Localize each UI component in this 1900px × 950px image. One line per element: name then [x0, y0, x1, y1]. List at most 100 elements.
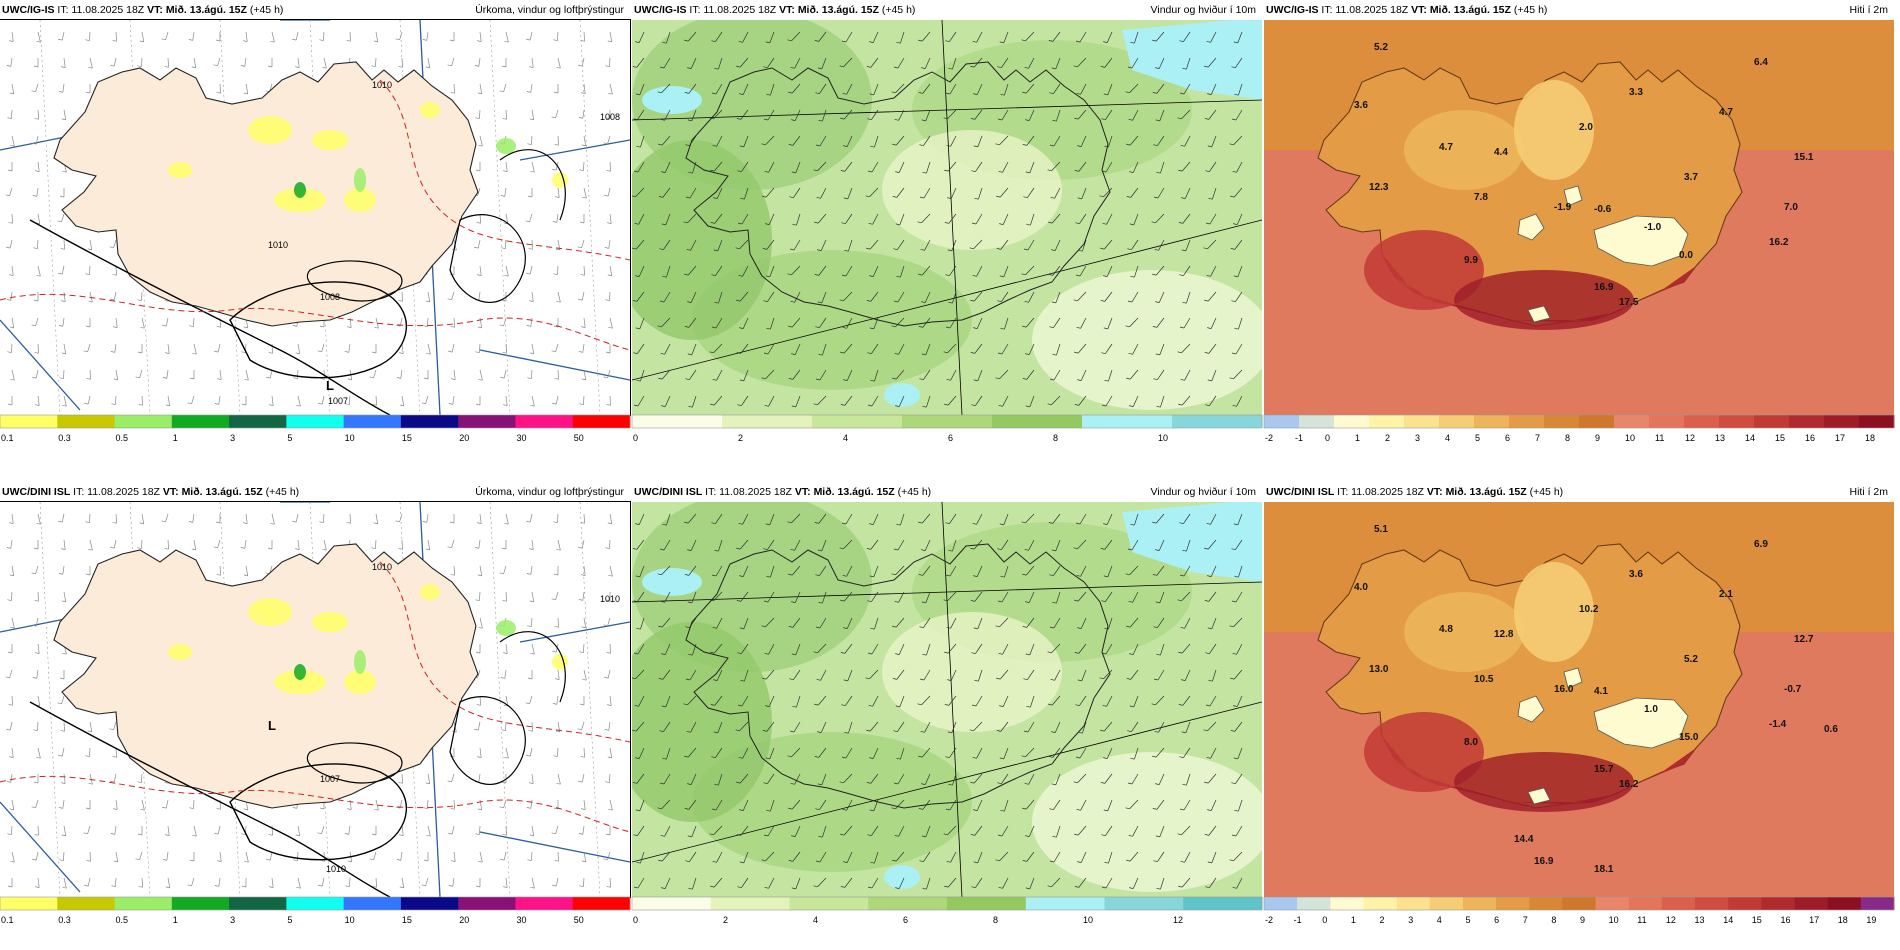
wind-arrow: [1236, 643, 1243, 655]
wind-arrow-head: [790, 300, 795, 303]
wind-arrow: [1183, 747, 1191, 758]
wind-arrow: [664, 591, 671, 603]
wind-arrow-head: [1100, 247, 1105, 250]
wind-arrow: [297, 343, 301, 354]
wind-arrow: [1025, 31, 1035, 42]
wind-arrow: [1025, 265, 1035, 276]
wind-arrow-head: [1051, 783, 1056, 786]
wind-arrow: [583, 83, 586, 94]
wind-arrow: [583, 187, 587, 199]
wind-arrow: [846, 565, 853, 577]
wind-arrow-head: [292, 520, 297, 523]
wind-arrow-head: [739, 861, 744, 864]
wind-arrow: [691, 591, 697, 604]
colorbar-tick-label: 14: [1745, 433, 1755, 443]
wind-arrow: [692, 877, 697, 890]
panel-title: Hiti í 2m: [1849, 486, 1888, 498]
wind-arrow: [531, 643, 535, 655]
colorbar-swatch: [1562, 897, 1597, 910]
iceland-coast: [685, 543, 1111, 809]
wind-arrow-head: [1179, 574, 1185, 577]
wind-arrow-head: [5, 676, 10, 679]
wind-arrow-head: [1155, 783, 1160, 785]
wind-arrow-head: [31, 572, 36, 575]
wind-arrow: [635, 239, 645, 250]
map-area[interactable]: 5.1 6.9 4.0 3.6 10.2 2.1 4.8 12.8 12.7 13.0 5.2 10.…: [1264, 502, 1894, 897]
wind-arrow: [950, 187, 957, 199]
wind-arrow-head: [817, 67, 822, 70]
wind-arrow-head: [502, 117, 507, 120]
wind-arrow: [687, 31, 697, 42]
wind-arrow: [165, 31, 169, 40]
wind-arrow: [874, 135, 879, 148]
wind-arrow-head: [577, 728, 582, 731]
wind-arrow-head: [738, 522, 743, 525]
wind-arrow: [1002, 877, 1009, 889]
wind-arrow: [321, 825, 325, 834]
wind-arrow-head: [711, 326, 717, 329]
wind-arrow: [687, 747, 697, 758]
map-area[interactable]: 1010 1008 1010 1008 L 1007: [0, 19, 631, 416]
colorbar-swatch: [0, 897, 58, 910]
colorbar-tick-label: 0.5: [116, 915, 129, 925]
wind-arrow-head: [736, 781, 741, 784]
temperature-value-label: 18.1: [1594, 864, 1614, 875]
wind-arrow: [899, 213, 905, 226]
wind-arrow: [295, 513, 299, 523]
colorbar-tick-label: 20: [459, 433, 469, 443]
wind-arrow-head: [917, 221, 922, 224]
iceland-land: [53, 61, 479, 327]
wind-arrow: [664, 643, 671, 655]
wind-arrow-head: [843, 197, 848, 200]
colorbar-swatch: [171, 415, 230, 428]
wind-arrow: [556, 213, 559, 223]
wind-arrow: [666, 747, 671, 760]
wind-arrow: [505, 695, 509, 706]
wind-arrow-head: [450, 91, 455, 94]
colorbar-tick-label: 10: [1609, 915, 1619, 925]
wind-arrow: [63, 539, 66, 550]
graticule-dotted: [579, 502, 601, 897]
glacier: [1527, 305, 1551, 323]
wind-arrow-head: [943, 351, 948, 354]
wind-arrow: [716, 851, 723, 863]
wind-arrow-head: [9, 574, 14, 577]
map-area[interactable]: [632, 20, 1262, 415]
model-name: UWC/DINI ISL: [2, 486, 71, 498]
wind-arrow-head: [761, 377, 766, 380]
wind-arrow: [1235, 343, 1243, 355]
wind-arrow: [792, 851, 801, 862]
wind-arrow: [1209, 161, 1217, 172]
wind-arrow-head: [996, 730, 1001, 732]
wind-arrow-head: [603, 858, 608, 861]
wind-arrow-head: [269, 404, 274, 406]
wind-arrow: [844, 643, 853, 654]
wind-arrow-head: [425, 300, 430, 303]
wind-arrow-head: [1049, 92, 1054, 95]
wind-arrow-head: [1052, 601, 1057, 604]
map-area[interactable]: 5.2 6.4 3.6 3.3 2.0 4.7 4.7 4.4 15.1 12.3 3.7 7.8 -1…: [1264, 20, 1894, 415]
wind-arrow-head: [1101, 886, 1107, 889]
wind-arrow-head: [268, 351, 273, 354]
wind-arrow-head: [605, 599, 611, 602]
map-svg: 5.16.94.03.610.22.14.8 12.8 12.713.05.210.…: [1264, 502, 1894, 897]
wind-arrow: [715, 83, 723, 95]
map-area[interactable]: 1010 1010 L 1007 1010: [0, 501, 631, 898]
wind-arrow: [89, 721, 93, 732]
wind-arrow-head: [426, 352, 431, 355]
wind-arrow-head: [787, 755, 792, 758]
wind-arrow-head: [399, 404, 404, 407]
wind-arrow-head: [1181, 679, 1186, 681]
wind-arrow: [609, 747, 613, 758]
wind-arrow-head: [1231, 352, 1237, 355]
wind-arrow-head: [763, 118, 769, 121]
wind-arrow: [924, 773, 931, 785]
wind-arrow-head: [1152, 521, 1157, 524]
map-area[interactable]: [632, 502, 1262, 897]
graticule-line: [0, 801, 81, 893]
wind-arrow: [139, 369, 143, 378]
wind-arrow: [1235, 591, 1243, 603]
wind-arrow: [766, 239, 775, 250]
wind-arrow-head: [791, 887, 796, 890]
gust-area: [884, 865, 920, 889]
